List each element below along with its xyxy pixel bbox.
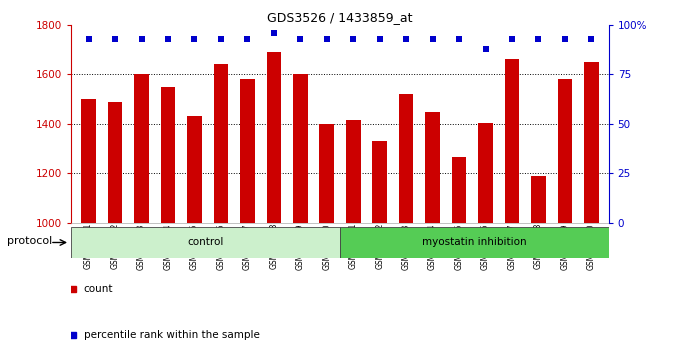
- Bar: [267, 52, 281, 354]
- Bar: [558, 79, 572, 354]
- Bar: [346, 120, 360, 354]
- Bar: [108, 102, 122, 354]
- Bar: [71, 227, 340, 258]
- Bar: [584, 62, 598, 354]
- Point: [189, 36, 200, 41]
- Point: [507, 36, 517, 41]
- Bar: [452, 157, 466, 354]
- Point: [560, 36, 571, 41]
- Bar: [134, 74, 149, 354]
- Point: [163, 36, 173, 41]
- Point: [401, 36, 411, 41]
- Title: GDS3526 / 1433859_at: GDS3526 / 1433859_at: [267, 11, 413, 24]
- Point: [586, 36, 597, 41]
- Point: [216, 36, 226, 41]
- Bar: [160, 87, 175, 354]
- Point: [136, 36, 147, 41]
- Point: [533, 36, 544, 41]
- Point: [295, 36, 306, 41]
- Bar: [399, 94, 413, 354]
- Bar: [320, 124, 334, 354]
- Bar: [187, 116, 202, 354]
- Point: [374, 36, 385, 41]
- Bar: [240, 79, 254, 354]
- Bar: [426, 112, 440, 354]
- Point: [242, 36, 253, 41]
- Bar: [82, 99, 96, 354]
- Point: [322, 36, 333, 41]
- Point: [83, 36, 94, 41]
- Text: control: control: [188, 238, 224, 247]
- Bar: [214, 64, 228, 354]
- Bar: [373, 141, 387, 354]
- Bar: [340, 227, 609, 258]
- Bar: [293, 74, 307, 354]
- Point: [454, 36, 464, 41]
- Text: protocol: protocol: [7, 236, 52, 246]
- Point: [347, 36, 358, 41]
- Point: [480, 46, 491, 51]
- Point: [269, 30, 279, 35]
- Bar: [505, 59, 520, 354]
- Point: [109, 36, 120, 41]
- Text: count: count: [84, 284, 113, 294]
- Point: [427, 36, 438, 41]
- Bar: [478, 123, 493, 354]
- Bar: [531, 176, 546, 354]
- Text: myostatin inhibition: myostatin inhibition: [422, 238, 526, 247]
- Text: percentile rank within the sample: percentile rank within the sample: [84, 330, 260, 340]
